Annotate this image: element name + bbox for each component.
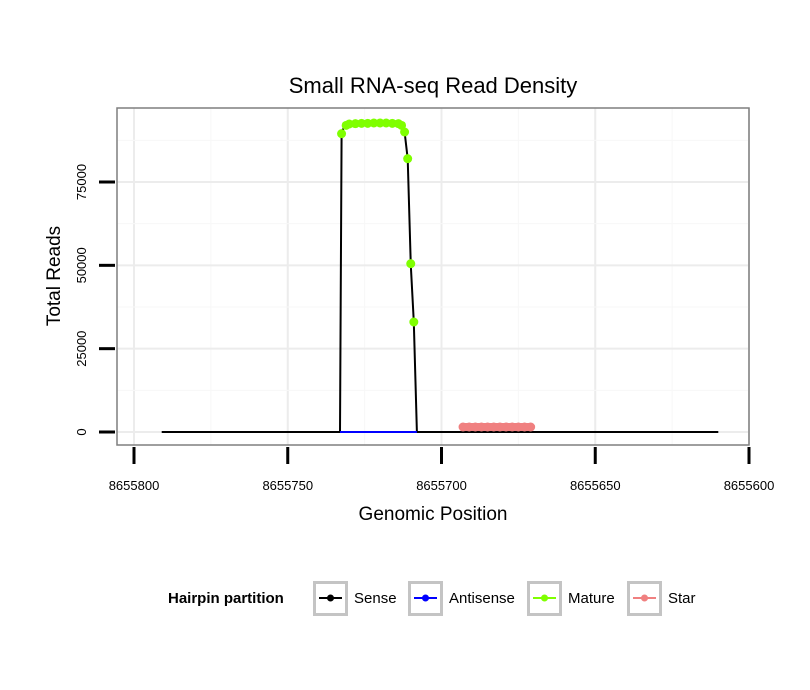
mature-point	[403, 154, 413, 164]
x-tick-label: 8655800	[109, 478, 160, 493]
y-tick-label: 25000	[74, 331, 89, 367]
series-layer	[161, 118, 719, 433]
legend-label: Mature	[568, 590, 615, 607]
y-tick-label: 50000	[74, 247, 89, 283]
legend-items: Sense Antisense Mature Star	[313, 581, 696, 616]
x-axis: 8655800 8655750 8655700 8655650 8655600	[109, 447, 775, 493]
legend-item-star: Star	[627, 581, 696, 616]
y-axis-title: Total Reads	[44, 226, 65, 326]
star-point	[464, 422, 474, 432]
legend: Hairpin partition Sense Antisense Mature St…	[168, 581, 696, 616]
y-axis: 0 25000 50000 75000	[74, 164, 115, 436]
x-axis-title: Genomic Position	[359, 504, 508, 525]
legend-item-mature: Mature	[527, 581, 615, 616]
x-tick-label: 8655650	[570, 478, 621, 493]
mature-point	[375, 118, 385, 128]
star-point	[520, 422, 530, 432]
star-point	[501, 422, 511, 432]
chart-title: Small RNA-seq Read Density	[289, 73, 578, 98]
star-point	[526, 422, 536, 432]
x-tick-label: 8655600	[724, 478, 775, 493]
legend-item-antisense: Antisense	[408, 581, 515, 616]
mature-point	[337, 129, 347, 139]
x-tick-label: 8655750	[262, 478, 313, 493]
star-point	[507, 422, 517, 432]
mature-point	[406, 259, 416, 269]
mature-point	[357, 118, 367, 128]
legend-title: Hairpin partition	[168, 590, 284, 607]
star-point	[458, 422, 468, 432]
plot-panel-border	[116, 107, 750, 446]
star-point	[513, 422, 523, 432]
mature-point	[369, 118, 379, 128]
legend-label: Sense	[354, 590, 397, 607]
star-point	[483, 422, 493, 432]
legend-key-point	[541, 594, 548, 602]
legend-key-point	[327, 594, 334, 602]
star-point	[476, 422, 486, 432]
mature-point	[409, 317, 419, 327]
mature-point	[400, 127, 410, 137]
legend-key-point	[641, 594, 648, 602]
legend-label: Star	[668, 590, 696, 607]
star-point	[470, 422, 480, 432]
y-tick-label: 0	[74, 428, 89, 435]
legend-key-point	[422, 594, 429, 602]
y-tick-label: 75000	[74, 164, 89, 200]
legend-label: Antisense	[449, 590, 515, 607]
x-tick-label: 8655700	[416, 478, 467, 493]
star-point	[489, 422, 499, 432]
legend-item-sense: Sense	[313, 581, 397, 616]
star-point	[495, 422, 505, 432]
